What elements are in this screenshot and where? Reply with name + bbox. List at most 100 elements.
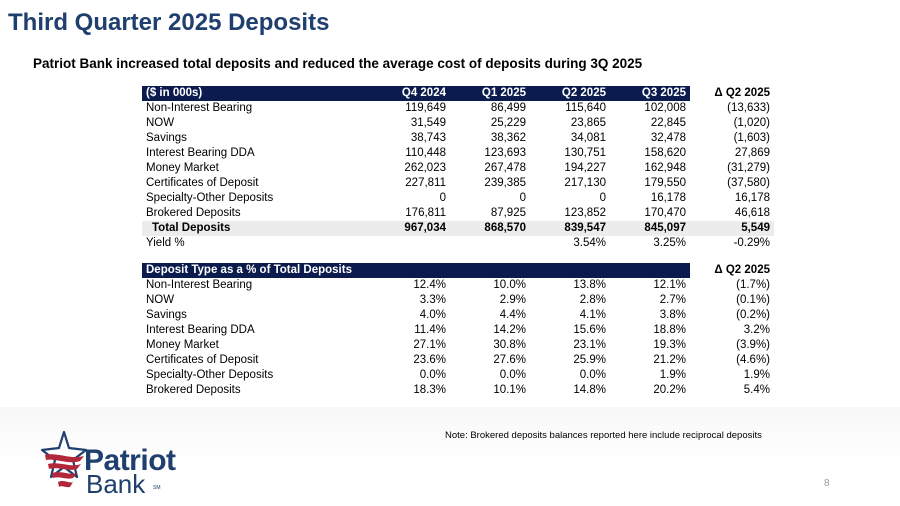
cell-value: 10.1% xyxy=(493,384,526,396)
cell-value: 3.3% xyxy=(419,294,446,306)
cell-value: 23.6% xyxy=(413,354,446,366)
cell-value: 14.8% xyxy=(573,384,606,396)
cell-value: 2.9% xyxy=(499,294,526,306)
column-header: Q3 2025 xyxy=(610,86,690,101)
cell-value: 115,640 xyxy=(565,102,606,114)
percent-table-title: Deposit Type as a % of Total Deposits xyxy=(142,263,690,278)
page-subtitle: Patriot Bank increased total deposits an… xyxy=(33,56,643,71)
cell-value: 123,693 xyxy=(484,147,526,159)
column-header: Δ Q2 2025 xyxy=(690,263,774,278)
cell-value: 110,448 xyxy=(405,147,446,159)
table-row: Brokered Deposits 176,811 87,925 123,852 170… xyxy=(142,206,774,221)
table-row: Money Market 262,023 267,478 194,227 162,948… xyxy=(142,161,774,176)
cell-value: 32,478 xyxy=(650,132,686,144)
footnote: Note: Brokered deposits balances reporte… xyxy=(445,430,762,441)
percent-table-row: Brokered Deposits 18.3% 10.1% 14.8% 20.2% 5.4… xyxy=(142,383,774,398)
cell-value: (0.2%) xyxy=(736,309,770,321)
cell-value: 0 xyxy=(519,192,526,204)
cell-value: 18.8% xyxy=(653,324,686,336)
cell-value: 1.9% xyxy=(743,369,770,381)
yield-row: Yield % 3.54% 3.25% -0.29% xyxy=(142,236,774,251)
row-label: Total Deposits xyxy=(142,221,374,236)
cell-value: 194,227 xyxy=(564,162,606,174)
cell-value: 2.7% xyxy=(659,294,686,306)
row-label: Non-Interest Bearing xyxy=(146,279,253,291)
table-row: Certificates of Deposit 227,811 239,385 217… xyxy=(142,176,774,191)
cell-value: 123,852 xyxy=(564,207,606,219)
cell-value: 119,649 xyxy=(405,102,446,114)
cell-value: 13.8% xyxy=(573,279,606,291)
deposits-table: ($ in 000s) Q4 2024 Q1 2025 Q2 2025 Q3 2025 Δ… xyxy=(142,86,774,398)
column-header: Δ Q2 2025 xyxy=(690,86,774,101)
percent-table-row: Interest Bearing DDA 11.4% 14.2% 15.6% 18.8%… xyxy=(142,323,774,338)
cell-value: 170,470 xyxy=(644,207,686,219)
cell-value xyxy=(450,236,530,251)
cell-value: 46,618 xyxy=(734,207,770,219)
cell-value: 262,023 xyxy=(404,162,446,174)
cell-value: 87,925 xyxy=(490,207,526,219)
cell-value: -0.29% xyxy=(733,237,770,249)
cell-value: 38,362 xyxy=(490,132,526,144)
percent-table-row: Money Market 27.1% 30.8% 23.1% 19.3% (3.9%) xyxy=(142,338,774,353)
cell-value: 16,178 xyxy=(734,192,770,204)
row-label: Brokered Deposits xyxy=(146,207,241,219)
row-label: Savings xyxy=(146,309,187,321)
percent-header-row: Deposit Type as a % of Total Deposits Δ Q… xyxy=(142,263,774,278)
cell-value: 10.0% xyxy=(493,279,526,291)
table-row: Non-Interest Bearing 119,649 86,499 115,640… xyxy=(142,101,774,116)
percent-table-row: Non-Interest Bearing 12.4% 10.0% 13.8% 12.1%… xyxy=(142,278,774,293)
cell-value: 86,499 xyxy=(490,102,526,114)
cell-value: 4.4% xyxy=(499,309,526,321)
cell-value: 267,478 xyxy=(484,162,526,174)
cell-value: 16,178 xyxy=(650,192,686,204)
cell-value: 3.25% xyxy=(653,237,686,249)
cell-value: 0.0% xyxy=(499,369,526,381)
cell-value: 18.3% xyxy=(413,384,446,396)
cell-value: 0 xyxy=(599,192,606,204)
cell-value: 3.2% xyxy=(743,324,770,336)
cell-value: 3.54% xyxy=(573,237,606,249)
percent-table-row: Certificates of Deposit 23.6% 27.6% 25.9% 21… xyxy=(142,353,774,368)
column-header-units: ($ in 000s) xyxy=(142,86,374,101)
logo-service-mark: SM xyxy=(153,485,161,491)
cell-value: (31,279) xyxy=(727,162,770,174)
cell-value: 1.9% xyxy=(659,369,686,381)
row-label: Yield % xyxy=(146,237,185,249)
row-label: NOW xyxy=(146,117,175,129)
percent-table-row: NOW 3.3% 2.9% 2.8% 2.7% (0.1%) xyxy=(142,293,774,308)
row-label: Interest Bearing DDA xyxy=(146,147,255,159)
total-row: Total Deposits 967,034 868,570 839,547 845,0… xyxy=(142,221,774,236)
cell-value: 868,570 xyxy=(450,221,530,236)
cell-value: 22,845 xyxy=(650,117,686,129)
cell-value: 162,948 xyxy=(644,162,686,174)
cell-value: (3.9%) xyxy=(736,339,770,351)
cell-value: (1.7%) xyxy=(736,279,770,291)
page-number: 8 xyxy=(824,478,830,489)
spacer-cell xyxy=(142,251,774,263)
cell-value: 2.8% xyxy=(579,294,606,306)
table-header-row: ($ in 000s) Q4 2024 Q1 2025 Q2 2025 Q3 2025 Δ… xyxy=(142,86,774,101)
table-row: Specialty-Other Deposits 0 0 0 16,178 16,178 xyxy=(142,191,774,206)
cell-value: 38,743 xyxy=(410,132,446,144)
cell-value: 239,385 xyxy=(484,177,526,189)
cell-value: 176,811 xyxy=(405,207,446,219)
column-header: Q4 2024 xyxy=(374,86,450,101)
row-label: Certificates of Deposit xyxy=(146,354,259,366)
row-label: Brokered Deposits xyxy=(146,384,241,396)
cell-value: 21.2% xyxy=(653,354,686,366)
cell-value: 14.2% xyxy=(493,324,526,336)
cell-value: 12.1% xyxy=(653,279,686,291)
cell-value: 102,008 xyxy=(644,102,686,114)
table-row: Savings 38,743 38,362 34,081 32,478 (1,603) xyxy=(142,131,774,146)
cell-value: 30.8% xyxy=(493,339,526,351)
cell-value: 967,034 xyxy=(374,221,450,236)
page-title: Third Quarter 2025 Deposits xyxy=(8,9,330,36)
spacer-row xyxy=(142,251,774,263)
column-header: Q2 2025 xyxy=(530,86,610,101)
cell-value: 3.8% xyxy=(659,309,686,321)
cell-value: 130,751 xyxy=(564,147,606,159)
row-label: Interest Bearing DDA xyxy=(146,324,255,336)
percent-table-row: Savings 4.0% 4.4% 4.1% 3.8% (0.2%) xyxy=(142,308,774,323)
cell-value: 839,547 xyxy=(530,221,610,236)
cell-value: 11.4% xyxy=(414,324,446,336)
